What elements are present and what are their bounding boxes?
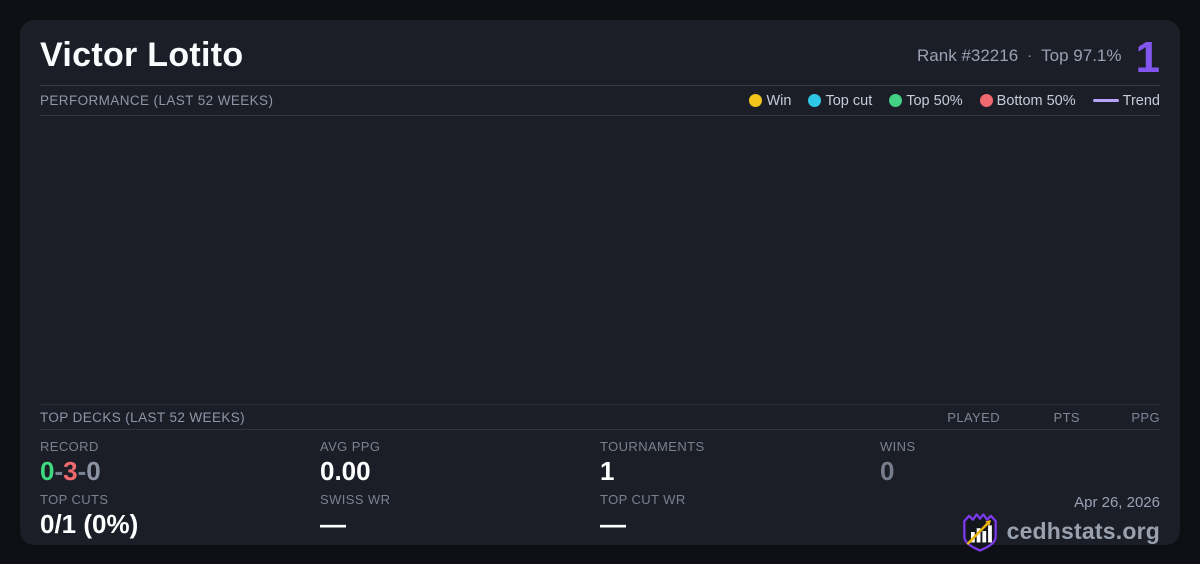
performance-chart: [40, 116, 1160, 405]
rank-summary: Rank #32216 · Top 97.1% 1: [917, 32, 1160, 82]
legend-label-win: Win: [766, 92, 792, 109]
stat-wins: WINS 0: [880, 439, 1160, 487]
stat-value-top-cuts: 0/1 (0%): [40, 508, 139, 539]
stat-record: RECORD 0-3-0: [40, 439, 320, 487]
big-rank-number: 1: [1135, 32, 1160, 82]
legend-item-win: Win: [749, 93, 791, 109]
column-header-played: PLAYED: [947, 409, 1000, 425]
legend-label-bottom-50: Bottom 50%: [996, 92, 1076, 109]
performance-section-header: PERFORMANCE (LAST 52 WEEKS) Win Top cut …: [40, 86, 1160, 116]
column-header-pts: PTS: [1053, 409, 1080, 425]
legend-label-top-cut: Top cut: [825, 92, 873, 109]
chart-legend: Win Top cut Top 50% Bottom 50% Trend: [749, 93, 1160, 109]
top-cut-dot-icon: [808, 94, 822, 107]
performance-section-title: PERFORMANCE (LAST 52 WEEKS): [40, 93, 274, 108]
stat-value-record: 0-3-0: [40, 456, 320, 487]
trend-line-icon: [1092, 99, 1119, 102]
stat-label-tournaments: TOURNAMENTS: [600, 439, 705, 454]
stat-swiss-wr: SWISS WR —: [320, 492, 600, 552]
record-separator: -: [54, 456, 64, 486]
percentile-text: Top 97.1%: [1041, 45, 1122, 65]
stat-top-cut-wr: TOP CUT WR —: [600, 492, 880, 552]
dot-separator: ·: [1027, 47, 1033, 64]
stat-value-swiss-wr: —: [320, 508, 346, 539]
card-header: Victor Lotito Rank #32216 · Top 97.1% 1: [40, 20, 1160, 86]
rank-text: Rank #32216: [917, 45, 1019, 65]
stats-grid: RECORD 0-3-0 AVG PPG 0.00 TOURNAMENTS 1 …: [40, 430, 1160, 552]
record-draws: 0: [86, 456, 101, 486]
record-losses: 3: [63, 456, 78, 486]
page-title: Victor Lotito: [40, 36, 244, 74]
top-decks-column-headers: PLAYED PTS PPG: [920, 410, 1160, 425]
record-separator: -: [77, 456, 87, 486]
player-stats-card: Victor Lotito Rank #32216 · Top 97.1% 1 …: [20, 20, 1180, 552]
stat-avg-ppg: AVG PPG 0.00: [320, 439, 600, 487]
bottom-50-dot-icon: [979, 94, 993, 107]
stat-label-wins: WINS: [880, 439, 916, 454]
stat-tournaments: TOURNAMENTS 1: [600, 439, 880, 487]
footer-branding: Apr 26, 2026 cedhstats.org: [880, 492, 1160, 552]
cedhstats-shield-logo-icon: [962, 513, 997, 552]
stat-value-avg-ppg: 0.00: [320, 456, 371, 486]
legend-item-trend: Trend: [1092, 92, 1160, 109]
win-dot-icon: [749, 94, 763, 107]
column-header-ppg: PPG: [1131, 409, 1160, 425]
snapshot-date: Apr 26, 2026: [1074, 493, 1160, 511]
stat-label-top-cut-wr: TOP CUT WR: [600, 491, 686, 507]
stat-label-swiss-wr: SWISS WR: [320, 491, 391, 507]
stat-label-record: RECORD: [40, 439, 99, 454]
record-wins: 0: [40, 456, 55, 486]
stat-value-wins: 0: [880, 456, 895, 486]
stat-label-avg-ppg: AVG PPG: [320, 439, 381, 454]
brand-name: cedhstats.org: [1006, 518, 1160, 545]
top-50-dot-icon: [889, 94, 903, 107]
top-decks-section-title: TOP DECKS (LAST 52 WEEKS): [40, 409, 246, 425]
stat-value-top-cut-wr: —: [600, 508, 626, 539]
top-decks-section-header: TOP DECKS (LAST 52 WEEKS) PLAYED PTS PPG: [40, 405, 1160, 430]
rank-line: Rank #32216 · Top 97.1%: [917, 46, 1121, 66]
stat-top-cuts: TOP CUTS 0/1 (0%): [40, 492, 320, 552]
legend-item-bottom-50: Bottom 50%: [979, 92, 1076, 109]
legend-item-top-50: Top 50%: [889, 92, 963, 109]
stat-label-top-cuts: TOP CUTS: [40, 491, 109, 507]
legend-label-top-50: Top 50%: [906, 92, 963, 109]
legend-label-trend: Trend: [1122, 92, 1160, 109]
brand-lockup: cedhstats.org: [961, 512, 1160, 552]
legend-item-top-cut: Top cut: [808, 93, 872, 109]
stat-value-tournaments: 1: [600, 456, 615, 486]
